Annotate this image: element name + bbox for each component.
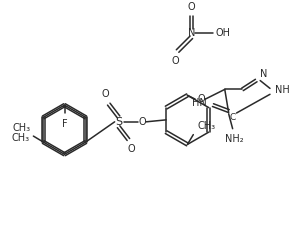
Text: O: O [172, 56, 179, 66]
Text: HN: HN [192, 98, 207, 108]
Text: O: O [188, 2, 195, 12]
Text: F: F [62, 119, 67, 129]
Text: N: N [188, 28, 195, 38]
Text: CH₃: CH₃ [11, 133, 30, 143]
Text: S: S [115, 117, 122, 127]
Text: NH: NH [275, 85, 290, 95]
Text: O: O [138, 117, 146, 127]
Text: NH₂: NH₂ [225, 134, 244, 144]
Text: O: O [102, 89, 109, 99]
Text: O: O [127, 144, 135, 154]
Text: CH₃: CH₃ [13, 123, 30, 133]
Text: C: C [230, 113, 236, 122]
Text: OH: OH [216, 28, 231, 38]
Text: N: N [260, 68, 267, 79]
Text: CH₃: CH₃ [197, 121, 215, 131]
Text: O: O [197, 94, 205, 104]
